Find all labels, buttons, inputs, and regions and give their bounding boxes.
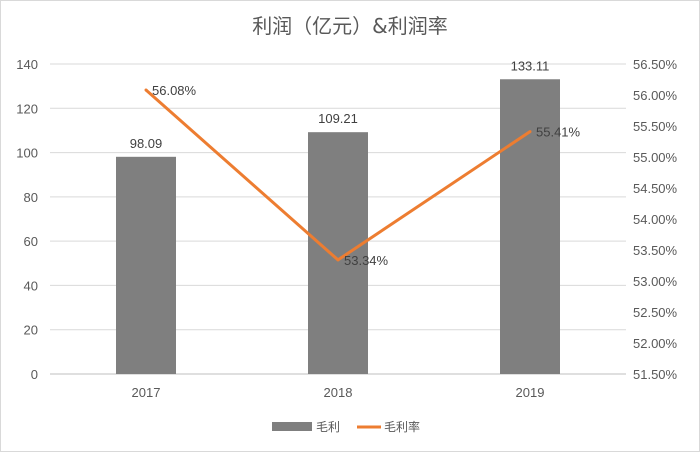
line-data-label: 56.08% xyxy=(152,83,197,98)
right-tick-label: 55.00% xyxy=(633,150,678,165)
right-tick-label: 54.00% xyxy=(633,212,678,227)
bar-data-label: 109.21 xyxy=(318,111,358,126)
x-axis-ticks: 2017 2018 2019 xyxy=(132,385,545,400)
line-series xyxy=(144,88,532,262)
line-point xyxy=(528,130,532,134)
legend-label-line: 毛利率 xyxy=(384,419,420,434)
left-tick-label: 0 xyxy=(31,367,38,382)
bar-data-label: 133.11 xyxy=(511,58,550,73)
right-tick-label: 52.00% xyxy=(633,336,678,351)
x-tick-label: 2018 xyxy=(324,385,353,400)
bar-data-label: 98.09 xyxy=(130,136,163,151)
right-tick-label: 52.50% xyxy=(633,305,678,320)
line-point xyxy=(144,88,148,92)
right-tick-label: 56.00% xyxy=(633,88,678,103)
right-tick-label: 51.50% xyxy=(633,367,678,382)
bar xyxy=(116,156,176,374)
bar xyxy=(500,79,560,374)
left-tick-label: 20 xyxy=(24,323,38,338)
legend-swatch-bar xyxy=(272,422,312,431)
x-tick-label: 2017 xyxy=(132,385,161,400)
bar-series xyxy=(116,79,560,374)
left-tick-label: 120 xyxy=(16,101,38,116)
right-axis-ticks: 51.50% 52.00% 52.50% 53.00% 53.50% 54.00% 54.5… xyxy=(633,57,678,382)
right-tick-label: 55.50% xyxy=(633,119,678,134)
legend: 毛利 毛利率 xyxy=(272,419,420,434)
data-labels: 98.09 109.21 133.11 56.08% 53.34% 55.41% xyxy=(130,58,581,268)
left-tick-label: 40 xyxy=(24,278,38,293)
chart-title: 利润（亿元）&利润率 xyxy=(252,14,448,38)
legend-label-bar: 毛利 xyxy=(316,420,340,434)
bar xyxy=(308,132,368,374)
right-tick-label: 53.00% xyxy=(633,274,678,289)
left-tick-label: 100 xyxy=(16,146,38,161)
left-tick-label: 140 xyxy=(16,57,38,72)
right-tick-label: 56.50% xyxy=(633,57,678,72)
line-data-label: 53.34% xyxy=(344,253,389,268)
x-tick-label: 2019 xyxy=(516,385,545,400)
left-tick-label: 80 xyxy=(24,190,38,205)
left-axis-ticks: 0 20 40 60 80 100 120 140 xyxy=(16,57,38,382)
right-tick-label: 53.50% xyxy=(633,243,678,258)
left-tick-label: 60 xyxy=(24,234,38,249)
right-tick-label: 54.50% xyxy=(633,181,678,196)
line-point xyxy=(336,258,340,262)
line-data-label: 55.41% xyxy=(536,125,581,140)
